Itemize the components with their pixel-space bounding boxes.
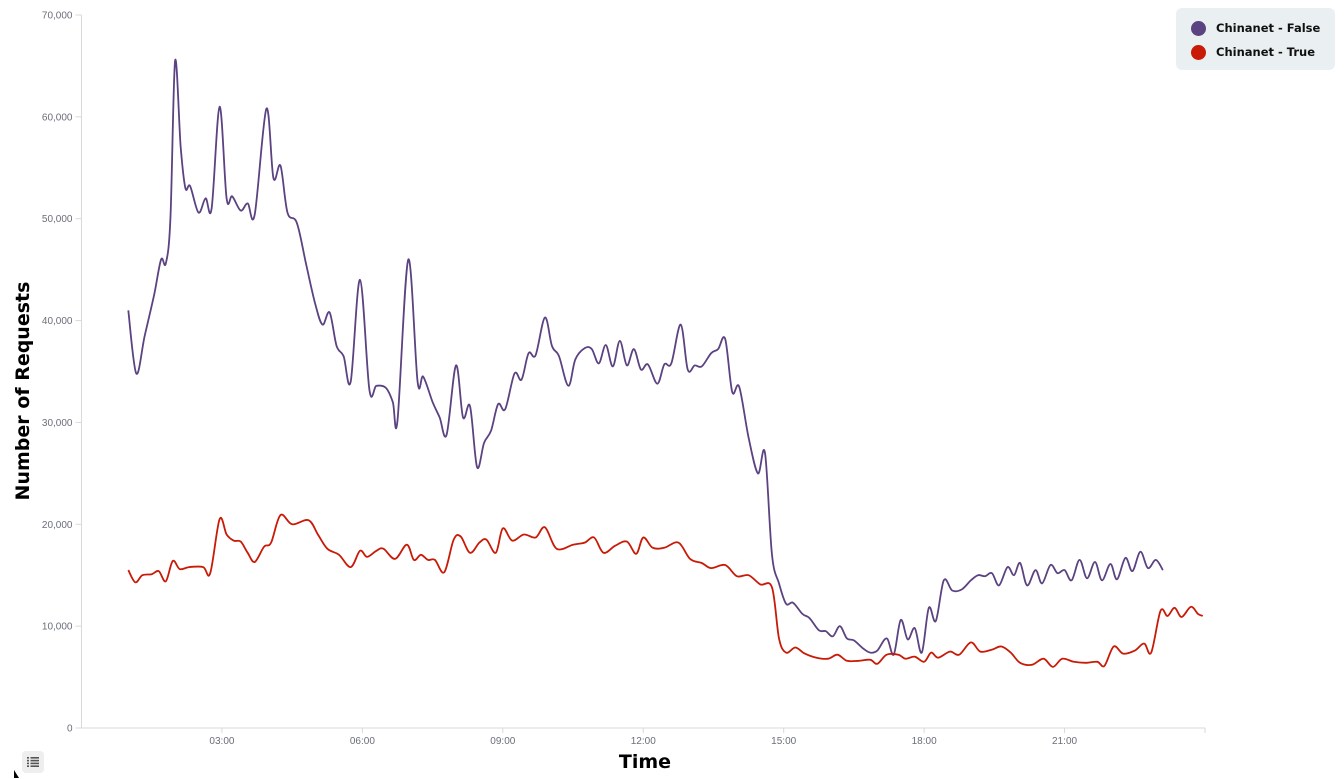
x-axis: 03:00 06:00 09:00 12:00 15:00 18:00 21:00 [81, 727, 1206, 747]
y-tick-label: 10,000 [42, 622, 73, 633]
series-color-dot-icon [1191, 44, 1206, 60]
y-tick-label: 0 [67, 724, 73, 735]
x-tick-label: 06:00 [350, 736, 375, 747]
list-icon [27, 757, 39, 767]
y-tick-label: 30,000 [42, 418, 73, 429]
data-table-toggle-button[interactable] [22, 751, 44, 773]
y-axis: 0 10,000 20,000 30,000 40,000 50,000 60,000 70,… [42, 11, 82, 735]
y-tick-label: 50,000 [42, 214, 73, 225]
legend-label: Chinanet - False [1216, 21, 1321, 35]
legend: Chinanet - False Chinanet - True [1176, 8, 1335, 70]
x-tick-label: 15:00 [771, 736, 796, 747]
y-tick-label: 70,000 [42, 11, 73, 22]
resize-corner-icon [14, 770, 19, 778]
x-tick-label: 21:00 [1052, 736, 1077, 747]
legend-item-chinanet-false[interactable]: Chinanet - False [1191, 16, 1325, 40]
legend-item-chinanet-true[interactable]: Chinanet - True [1191, 40, 1325, 64]
y-tick-label: 20,000 [42, 520, 73, 531]
legend-label: Chinanet - True [1216, 45, 1316, 59]
series-layer [127, 58, 1204, 668]
x-tick-label: 03:00 [209, 736, 234, 747]
series-line-chinanet-true[interactable] [127, 513, 1204, 668]
x-axis-title: Time [619, 751, 671, 773]
x-tick-label: 18:00 [912, 736, 937, 747]
x-tick-label: 09:00 [490, 736, 515, 747]
series-line-chinanet-false[interactable] [127, 58, 1164, 656]
x-tick-label: 12:00 [631, 736, 656, 747]
y-tick-label: 60,000 [42, 112, 73, 123]
series-color-dot-icon [1191, 20, 1206, 36]
y-axis-title: Number of Requests [12, 282, 34, 501]
y-tick-label: 40,000 [42, 316, 73, 327]
